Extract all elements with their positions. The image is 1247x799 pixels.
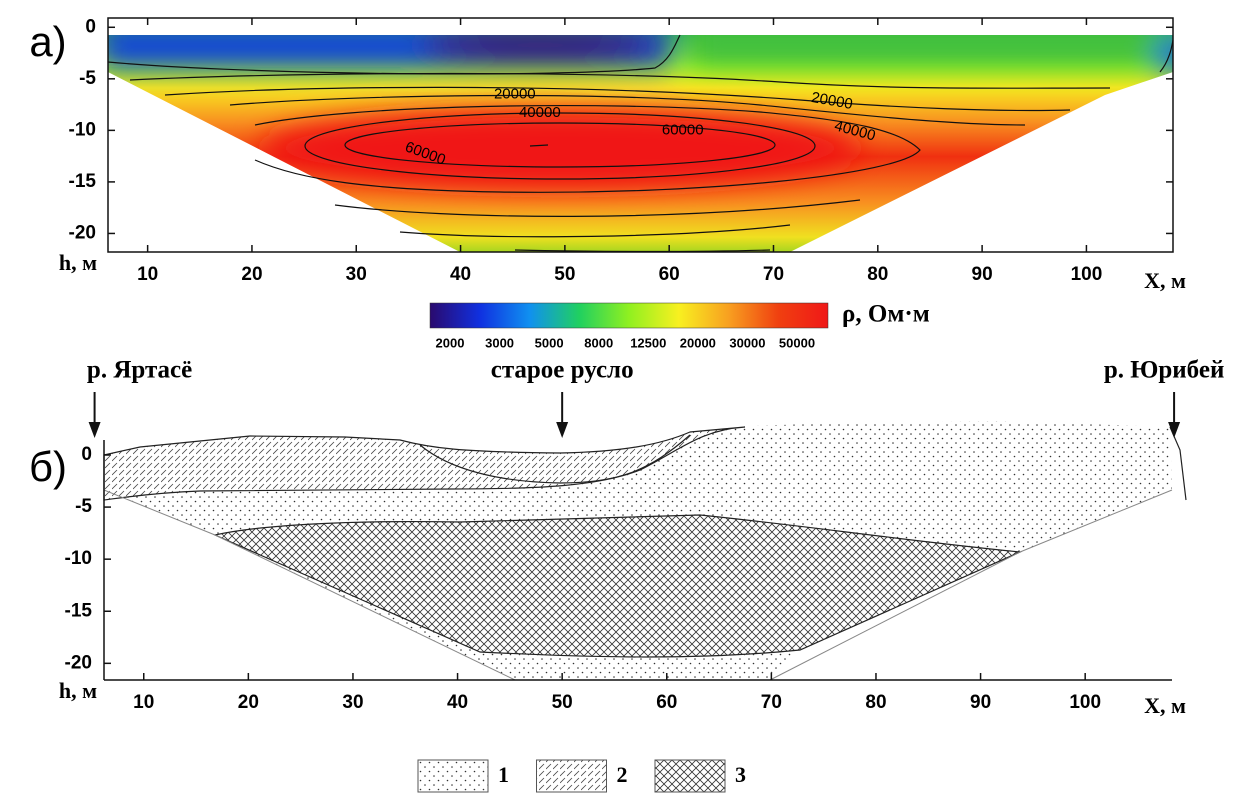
x-tick-label: 10 — [133, 692, 154, 713]
contour-label: 20000 — [494, 85, 536, 102]
x-tick-label: 100 — [1071, 264, 1103, 285]
x-axis-label: X, м — [1144, 693, 1186, 718]
y-tick-label: -5 — [79, 68, 96, 89]
x-tick-label: 30 — [346, 264, 367, 285]
y-axis-label: h, м — [59, 678, 97, 703]
resistivity-field — [108, 35, 1173, 252]
contour-label: 40000 — [519, 104, 561, 121]
x-tick-label: 70 — [763, 264, 784, 285]
legend-swatch — [654, 759, 726, 793]
colorbar-label: ρ, Ом·м — [842, 301, 930, 328]
annotation-arrowhead — [556, 422, 569, 438]
x-tick-label: 40 — [447, 692, 468, 713]
legend-swatch — [417, 759, 489, 793]
x-tick-label: 40 — [450, 264, 471, 285]
colorbar-tick-label: 8000 — [584, 335, 613, 350]
y-tick-label: -10 — [69, 119, 96, 140]
x-tick-label: 90 — [970, 692, 991, 713]
annotation-arrowhead — [1168, 422, 1181, 438]
panel-label: б) — [29, 443, 67, 490]
y-tick-label: -10 — [65, 548, 92, 569]
x-axis-label: X, м — [1144, 268, 1186, 293]
legend-label: 3 — [735, 762, 746, 787]
x-tick-label: 70 — [761, 692, 782, 713]
annotation: старое русло — [491, 357, 634, 384]
y-tick-label: -20 — [69, 222, 96, 243]
legend-label: 1 — [498, 762, 509, 787]
colorbar-tick-label: 5000 — [535, 335, 564, 350]
x-tick-label: 100 — [1069, 692, 1101, 713]
y-tick-label: 0 — [81, 444, 92, 465]
legend-label: 2 — [617, 762, 628, 787]
annotation-arrowhead — [88, 422, 101, 438]
y-axis-label: h, м — [59, 250, 97, 275]
colorbar-tick-label: 2000 — [436, 335, 465, 350]
x-tick-label: 50 — [552, 692, 573, 713]
colorbar-tick-label: 50000 — [779, 335, 815, 350]
x-tick-label: 90 — [972, 264, 993, 285]
x-tick-label: 80 — [867, 264, 888, 285]
y-tick-label: -15 — [65, 600, 93, 621]
contour-label: 60000 — [662, 121, 704, 138]
x-tick-label: 10 — [137, 264, 158, 285]
annotation: р. Яртасё — [87, 357, 192, 384]
y-tick-label: -15 — [69, 171, 97, 192]
plot-frame — [107, 17, 1174, 253]
legend-swatch — [536, 759, 607, 793]
x-tick-label: 80 — [865, 692, 886, 713]
contour-lines — [107, 34, 1174, 253]
colorbar-tick-label: 3000 — [485, 335, 514, 350]
x-tick-label: 60 — [656, 692, 677, 713]
y-tick-label: -5 — [75, 496, 92, 517]
y-tick-label: -20 — [65, 652, 92, 673]
section-units — [103, 421, 1187, 681]
annotation: р. Юрибей — [1104, 357, 1225, 384]
x-tick-label: 60 — [659, 264, 680, 285]
x-tick-label: 30 — [342, 692, 363, 713]
panel-label: а) — [29, 18, 66, 65]
x-tick-label: 50 — [554, 264, 575, 285]
colorbar — [429, 302, 829, 329]
x-tick-label: 20 — [238, 692, 259, 713]
contour-label: 20000 — [810, 89, 854, 113]
colorbar-tick-label: 12500 — [630, 335, 666, 350]
y-tick-label: 0 — [85, 16, 96, 37]
colorbar-tick-label: 20000 — [680, 335, 716, 350]
colorbar-tick-label: 30000 — [729, 335, 765, 350]
x-tick-label: 20 — [241, 264, 262, 285]
